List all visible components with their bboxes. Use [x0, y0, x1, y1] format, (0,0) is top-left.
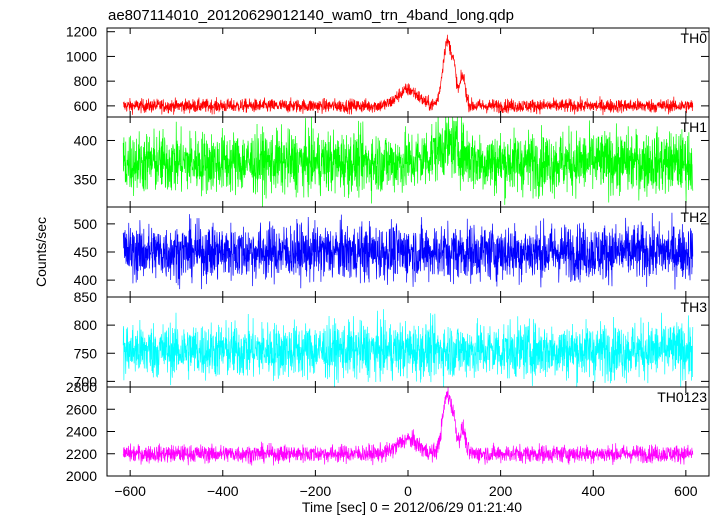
y-tick-label: 2000	[66, 468, 97, 484]
x-tick-label: 0	[404, 483, 412, 499]
panels-group: 600 800 1000 1200 TH0 350 400 TH1 400 450 500 TH2 70…	[66, 24, 710, 484]
y-axis-label: Counts/sec	[33, 217, 49, 287]
x-tick-label: 200	[489, 483, 513, 499]
panel-frame	[106, 386, 710, 477]
series-name-label: TH0	[681, 30, 708, 46]
y-tick-label: 450	[74, 244, 98, 260]
y-tick-label: 2600	[66, 401, 97, 417]
y-tick-label: 800	[74, 73, 98, 89]
y-tick-label: 750	[74, 345, 98, 361]
y-tick-label: 700	[74, 373, 98, 389]
x-axis-label: Time [sec] 0 = 2012/06/29 01:21:40	[302, 499, 522, 515]
panel-th0: 600 800 1000 1200 TH0	[66, 24, 710, 118]
x-tick-label: −600	[114, 483, 146, 499]
series-line-th2	[122, 212, 694, 290]
series-name-label: TH0123	[657, 389, 707, 405]
x-tick-label: −400	[207, 483, 239, 499]
y-tick-label: 2400	[66, 424, 97, 440]
series-line-th1	[122, 117, 694, 207]
series-line-th0	[122, 34, 694, 116]
x-tick-label: 600	[674, 483, 698, 499]
x-tick-label: −200	[300, 483, 332, 499]
series-line-th3	[122, 309, 694, 387]
y-tick-label: 600	[74, 98, 98, 114]
series-name-label: TH1	[681, 119, 708, 135]
y-tick-label: 1000	[66, 48, 97, 64]
series-line-th0123	[122, 387, 694, 466]
y-tick-label: 350	[74, 172, 98, 188]
y-tick-label: 400	[74, 132, 98, 148]
series-name-label: TH3	[681, 299, 708, 315]
y-tick-label: 500	[74, 216, 98, 232]
chart-title: ae807114010_20120629012140_wam0_trn_4ban…	[108, 7, 514, 24]
y-tick-label: 2200	[66, 446, 97, 462]
y-tick-label: 2800	[66, 379, 97, 395]
y-tick-label: 850	[74, 289, 98, 305]
panel-th0123: 2000 2200 2400 2600 2800 TH0123	[66, 379, 710, 484]
y-tick-label: 400	[74, 272, 98, 288]
panel-th1: 350 400 TH1	[74, 116, 710, 208]
panel-th3: 700 750 800 850 TH3	[74, 289, 710, 389]
series-name-label: TH2	[681, 209, 708, 225]
y-tick-label: 800	[74, 317, 98, 333]
y-tick-label: 1200	[66, 24, 97, 40]
x-tick-labels: −600 −400 −200 0 200 400 600	[114, 483, 697, 499]
panel-th2: 400 450 500 TH2	[74, 206, 710, 298]
x-tick-label: 400	[582, 483, 606, 499]
